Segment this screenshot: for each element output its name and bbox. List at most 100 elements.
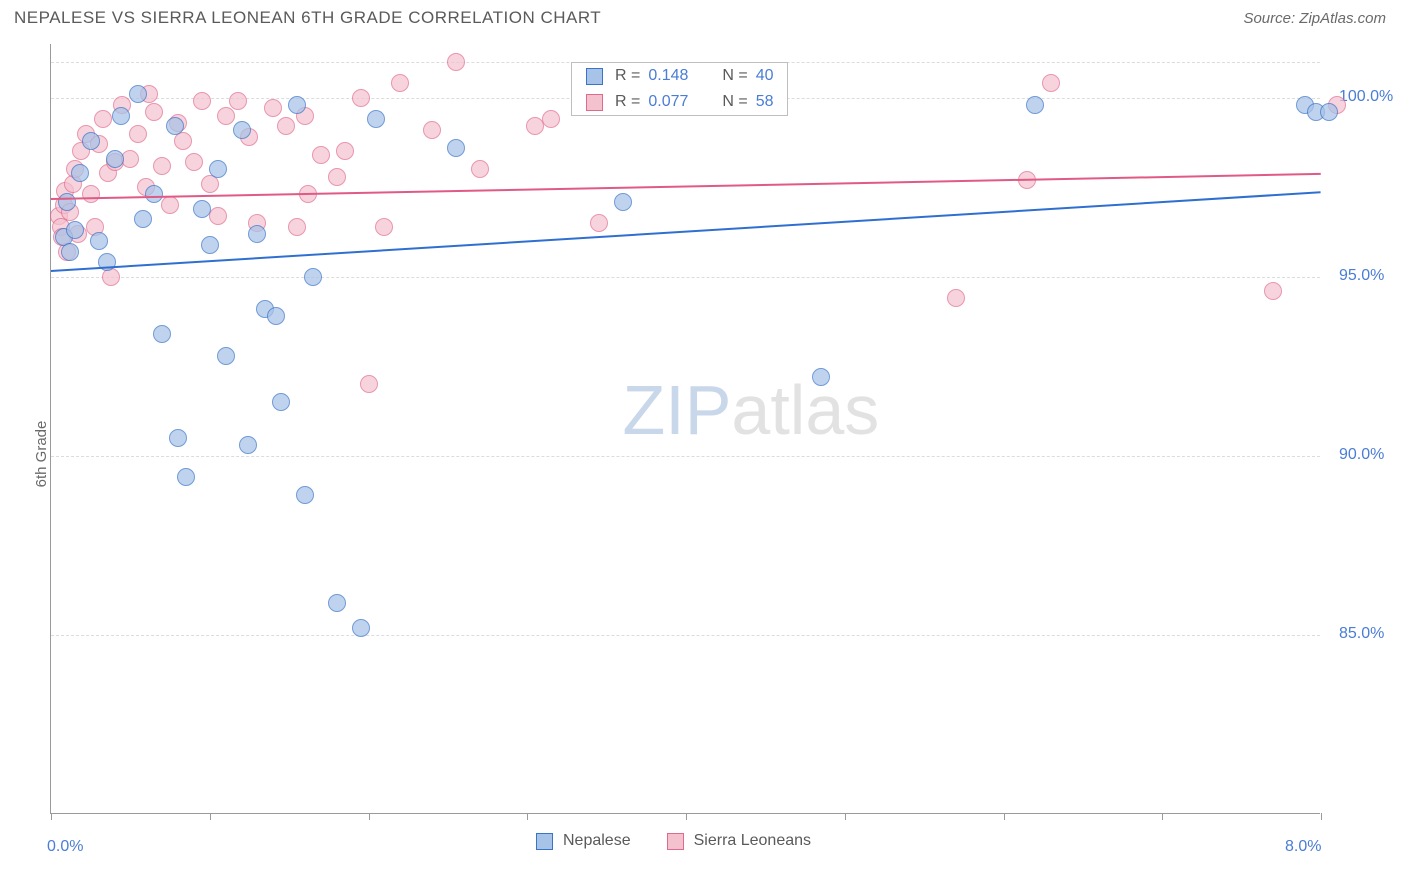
scatter-point-nepalese [447, 139, 465, 157]
y-tick-label: 85.0% [1339, 625, 1384, 643]
scatter-point-sierra_leoneans [947, 289, 965, 307]
scatter-point-sierra_leoneans [121, 150, 139, 168]
scatter-point-nepalese [367, 110, 385, 128]
watermark: ZIPatlas [623, 370, 880, 450]
y-tick-label: 100.0% [1339, 88, 1393, 106]
scatter-point-nepalese [71, 164, 89, 182]
r-value: 0.077 [648, 93, 704, 111]
stats-row: R = 0.077 N = 58 [572, 89, 787, 115]
scatter-point-nepalese [267, 307, 285, 325]
n-value: 58 [756, 93, 774, 111]
scatter-point-sierra_leoneans [193, 92, 211, 110]
scatter-point-sierra_leoneans [447, 53, 465, 71]
legend-label: Nepalese [563, 832, 631, 850]
scatter-point-nepalese [248, 225, 266, 243]
n-value: 40 [756, 67, 774, 85]
scatter-point-sierra_leoneans [1264, 282, 1282, 300]
x-tick [210, 813, 211, 820]
scatter-point-nepalese [169, 429, 187, 447]
legend-swatch [536, 833, 553, 850]
x-tick [1004, 813, 1005, 820]
legend-swatch [667, 833, 684, 850]
legend-swatch [586, 94, 603, 111]
scatter-point-nepalese [153, 325, 171, 343]
r-label: R = [615, 93, 640, 111]
scatter-point-sierra_leoneans [161, 196, 179, 214]
scatter-point-nepalese [112, 107, 130, 125]
x-tick [845, 813, 846, 820]
scatter-point-nepalese [145, 185, 163, 203]
scatter-point-sierra_leoneans [288, 218, 306, 236]
stats-row: R = 0.148 N = 40 [572, 63, 787, 89]
trend-line-sierra_leoneans [51, 173, 1321, 200]
scatter-point-nepalese [201, 236, 219, 254]
source-label: Source: ZipAtlas.com [1243, 10, 1386, 27]
scatter-point-nepalese [272, 393, 290, 411]
scatter-point-sierra_leoneans [217, 107, 235, 125]
scatter-point-nepalese [177, 468, 195, 486]
scatter-point-nepalese [288, 96, 306, 114]
scatter-point-nepalese [239, 436, 257, 454]
scatter-point-sierra_leoneans [229, 92, 247, 110]
legend-label: Sierra Leoneans [694, 832, 811, 850]
scatter-point-nepalese [106, 150, 124, 168]
scatter-point-nepalese [1026, 96, 1044, 114]
chart-header: NEPALESE VS SIERRA LEONEAN 6TH GRADE COR… [0, 0, 1406, 34]
x-tick-label: 8.0% [1285, 838, 1321, 856]
scatter-point-nepalese [296, 486, 314, 504]
trend-line-nepalese [51, 191, 1321, 272]
scatter-point-sierra_leoneans [185, 153, 203, 171]
scatter-point-nepalese [129, 85, 147, 103]
scatter-point-sierra_leoneans [94, 110, 112, 128]
scatter-point-sierra_leoneans [328, 168, 346, 186]
legend-swatch [586, 68, 603, 85]
scatter-point-nepalese [58, 193, 76, 211]
scatter-point-nepalese [1320, 103, 1338, 121]
x-tick-label: 0.0% [47, 838, 83, 856]
scatter-point-nepalese [217, 347, 235, 365]
scatter-point-sierra_leoneans [153, 157, 171, 175]
grid-line [51, 635, 1320, 636]
r-value: 0.148 [648, 67, 704, 85]
plot-area: 85.0%90.0%95.0%100.0%0.0%8.0%ZIPatlasR =… [50, 44, 1320, 814]
scatter-point-sierra_leoneans [391, 74, 409, 92]
scatter-point-nepalese [61, 243, 79, 261]
scatter-point-sierra_leoneans [312, 146, 330, 164]
r-label: R = [615, 67, 640, 85]
scatter-point-nepalese [614, 193, 632, 211]
chart-container: 6th Grade 85.0%90.0%95.0%100.0%0.0%8.0%Z… [0, 34, 1406, 874]
grid-line [51, 277, 1320, 278]
scatter-point-nepalese [233, 121, 251, 139]
scatter-point-sierra_leoneans [277, 117, 295, 135]
scatter-point-nepalese [304, 268, 322, 286]
y-tick-label: 90.0% [1339, 446, 1384, 464]
scatter-point-sierra_leoneans [375, 218, 393, 236]
scatter-point-sierra_leoneans [145, 103, 163, 121]
x-tick [527, 813, 528, 820]
scatter-point-nepalese [812, 368, 830, 386]
scatter-point-nepalese [328, 594, 346, 612]
scatter-point-sierra_leoneans [542, 110, 560, 128]
x-tick [51, 813, 52, 820]
scatter-point-nepalese [193, 200, 211, 218]
scatter-point-sierra_leoneans [360, 375, 378, 393]
stats-legend: R = 0.148 N = 40 R = 0.077 N = 58 [571, 62, 788, 116]
scatter-point-sierra_leoneans [1042, 74, 1060, 92]
y-tick-label: 95.0% [1339, 267, 1384, 285]
scatter-point-sierra_leoneans [82, 185, 100, 203]
grid-line [51, 456, 1320, 457]
scatter-point-sierra_leoneans [590, 214, 608, 232]
n-label: N = [722, 67, 747, 85]
scatter-point-nepalese [209, 160, 227, 178]
x-tick [1162, 813, 1163, 820]
x-tick [369, 813, 370, 820]
scatter-point-sierra_leoneans [209, 207, 227, 225]
chart-title: NEPALESE VS SIERRA LEONEAN 6TH GRADE COR… [14, 8, 601, 28]
scatter-point-nepalese [166, 117, 184, 135]
n-label: N = [722, 93, 747, 111]
x-tick [686, 813, 687, 820]
scatter-point-nepalese [66, 221, 84, 239]
scatter-point-sierra_leoneans [336, 142, 354, 160]
scatter-point-sierra_leoneans [423, 121, 441, 139]
x-tick [1321, 813, 1322, 820]
